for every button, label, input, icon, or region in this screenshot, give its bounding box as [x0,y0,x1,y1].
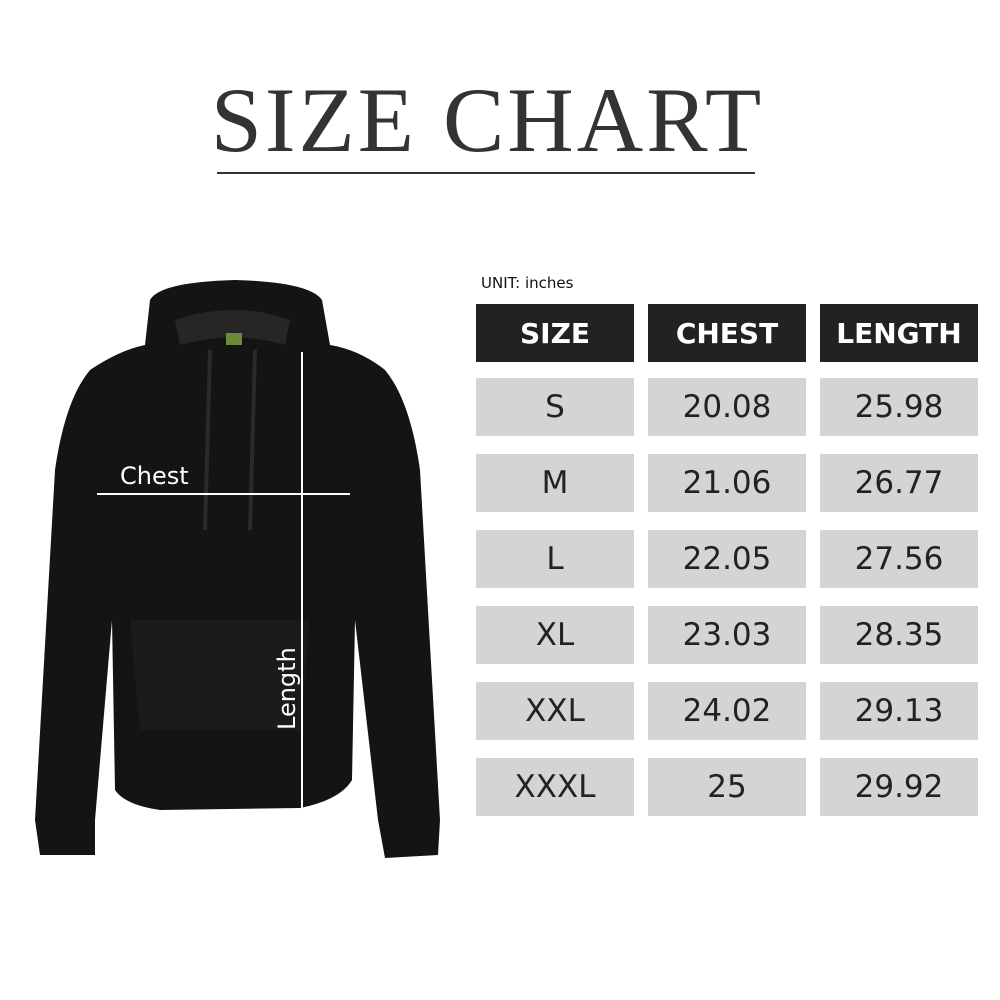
page-title: SIZE CHART [210,69,765,171]
cell-chest: 24.02 [648,682,806,740]
brand-tag [226,333,242,345]
cell-length: 29.13 [820,682,978,740]
cell-length: 25.98 [820,378,978,436]
header-length: LENGTH [820,304,978,362]
header-chest: CHEST [648,304,806,362]
cell-length: 26.77 [820,454,978,512]
cell-size: XL [476,606,634,664]
cell-length: 29.92 [820,758,978,816]
cell-size: S [476,378,634,436]
hoodie-body [35,280,440,858]
cell-chest: 21.06 [648,454,806,512]
cell-size: L [476,530,634,588]
cell-chest: 22.05 [648,530,806,588]
cell-size: XXL [476,682,634,740]
cell-chest: 25 [648,758,806,816]
cell-length: 27.56 [820,530,978,588]
length-label: Length [273,647,301,730]
cell-chest: 23.03 [648,606,806,664]
cell-length: 28.35 [820,606,978,664]
unit-label: UNIT: inches [481,274,574,292]
header-size: SIZE [476,304,634,362]
title-underline [217,172,755,174]
chest-label: Chest [120,462,189,490]
hoodie-image [35,280,440,858]
cell-chest: 20.08 [648,378,806,436]
cell-size: M [476,454,634,512]
cell-size: XXXL [476,758,634,816]
